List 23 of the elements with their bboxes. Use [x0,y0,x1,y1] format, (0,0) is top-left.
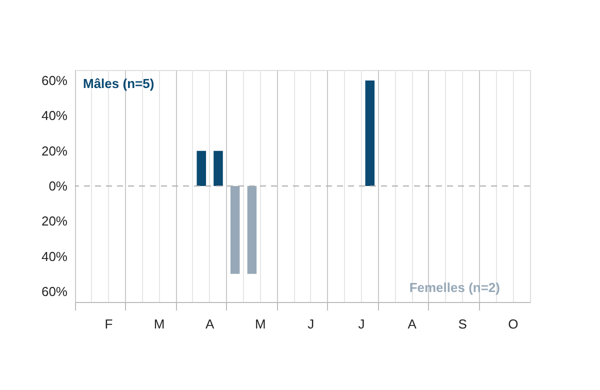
bar [365,80,375,186]
y-tick-label: 40% [41,248,68,264]
x-tick-label: O [508,316,518,332]
y-tick-label: 20% [41,214,68,229]
y-tick-label: 0% [48,178,68,194]
y-tick-label: 60% [41,284,68,299]
x-tick-label: A [205,316,214,332]
text: Femelles (n=2) [409,280,500,295]
y-tick-label: 60% [41,73,68,88]
y-tick-label: 20% [41,143,68,158]
x-tick-label: S [458,316,468,332]
x-tick-label: A [408,316,417,332]
bar [230,186,240,274]
x-tick-label: M [254,316,266,332]
text: Mâles (n=5) [83,76,154,91]
x-tick-label: F [104,316,113,332]
y-tick-label: 40% [41,108,68,124]
x-tick-label: J [308,316,314,332]
bar [196,150,206,186]
bar [214,150,223,186]
x-tick-label: M [154,316,165,332]
bar [247,186,257,274]
x-tick-label: J [358,316,365,332]
